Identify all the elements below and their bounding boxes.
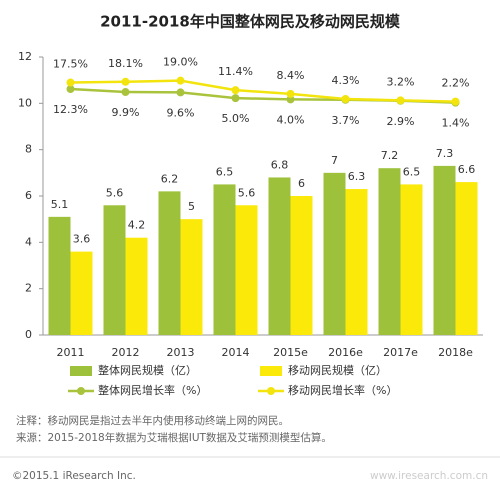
line-marker: [176, 88, 185, 97]
bar-value-label: 6: [298, 177, 305, 190]
bar: [323, 172, 346, 335]
line-marker: [121, 88, 130, 97]
line-marker: [341, 95, 350, 104]
line-marker: [121, 77, 130, 86]
note: 注释：移动网民是指过去半年内使用移动终端上网的网民。: [16, 414, 289, 427]
bar-value-label: 4.2: [128, 219, 146, 232]
x-tick-label: 2013: [167, 346, 195, 359]
line-marker: [66, 85, 75, 94]
line-value-label: 2.9%: [387, 115, 415, 128]
line-value-label: 12.3%: [53, 103, 88, 116]
bar: [213, 184, 236, 335]
legend-swatch: [267, 387, 275, 395]
line-marker: [176, 76, 185, 85]
bar: [433, 165, 456, 335]
bar: [70, 251, 93, 335]
line-value-label: 4.0%: [277, 113, 305, 126]
bar-value-label: 6.8: [271, 158, 289, 171]
line-value-label: 17.5%: [53, 58, 88, 71]
x-tick-label: 2014: [222, 346, 250, 359]
bar-value-label: 7.2: [381, 149, 399, 162]
watermark: www.iresearch.com.cn: [370, 470, 488, 482]
bar-value-label: 7.3: [436, 147, 454, 160]
legend-swatch: [70, 366, 92, 376]
legend-label: 移动网民规模（亿）: [288, 363, 387, 377]
line-value-label: 18.1%: [108, 57, 143, 70]
line-marker: [451, 97, 460, 106]
x-tick-label: 2016e: [328, 346, 363, 359]
x-tick-label: 2018e: [438, 346, 473, 359]
y-tick-label: 8: [25, 143, 32, 156]
copyright: ©2015.1 iResearch Inc.: [12, 470, 136, 482]
x-tick-label: 2012: [112, 346, 140, 359]
bar: [235, 205, 258, 335]
x-tick-label: 2015e: [273, 346, 308, 359]
line-value-label: 8.4%: [277, 69, 305, 82]
x-tick-label: 2011: [57, 346, 85, 359]
bar-value-label: 5.1: [51, 198, 69, 211]
bar: [290, 196, 313, 335]
line-marker: [231, 86, 240, 95]
y-tick-label: 10: [18, 96, 32, 109]
x-tick-label: 2017e: [383, 346, 418, 359]
y-tick-label: 4: [25, 235, 32, 248]
line-value-label: 1.4%: [442, 117, 470, 130]
bar: [400, 184, 423, 335]
bar: [268, 177, 291, 335]
y-tick-label: 6: [25, 189, 32, 202]
line: [70, 79, 456, 103]
bar: [48, 216, 71, 335]
line-value-label: 9.9%: [112, 106, 140, 119]
source: 来源：2015-2018年数据为艾瑞根据IUT数据及艾瑞预测模型估算。: [16, 431, 332, 444]
line-marker: [286, 95, 295, 104]
bar: [180, 219, 203, 335]
legend-swatch: [77, 387, 85, 395]
bar: [158, 191, 181, 335]
bar-value-label: 6.3: [348, 170, 366, 183]
bar-value-label: 5: [188, 200, 195, 213]
bar-value-label: 6.2: [161, 172, 179, 185]
line-marker: [231, 94, 240, 103]
bar-value-label: 6.5: [216, 165, 234, 178]
bar-value-label: 7: [331, 154, 338, 167]
line-value-label: 4.3%: [332, 74, 360, 87]
line-value-label: 3.7%: [332, 114, 360, 127]
bar: [378, 168, 401, 335]
bar: [455, 182, 478, 335]
y-tick-label: 12: [18, 50, 32, 63]
legend-label: 移动网民增长率（%）: [288, 383, 397, 397]
bar: [125, 237, 148, 335]
legend-label: 整体网民规模（亿）: [98, 363, 197, 377]
legend-label: 整体网民增长率（%）: [98, 383, 207, 397]
chart-title: 2011-2018年中国整体网民及移动网民规模: [100, 13, 401, 31]
line-marker: [66, 78, 75, 87]
line-marker: [396, 96, 405, 105]
bar-value-label: 5.6: [106, 186, 124, 199]
line-value-label: 5.0%: [222, 112, 250, 125]
bar: [103, 205, 126, 335]
bar-value-label: 6.6: [458, 163, 476, 176]
bar-value-label: 5.6: [238, 186, 256, 199]
line-value-label: 9.6%: [167, 106, 195, 119]
line-value-label: 19.0%: [163, 56, 198, 69]
bar: [345, 189, 368, 335]
bar-value-label: 3.6: [73, 233, 91, 246]
line-marker: [286, 89, 295, 98]
line-value-label: 2.2%: [442, 77, 470, 90]
legend-swatch: [260, 366, 282, 376]
line-value-label: 3.2%: [387, 75, 415, 88]
y-tick-label: 2: [25, 282, 32, 295]
y-tick-label: 0: [25, 328, 32, 341]
line-value-label: 11.4%: [218, 65, 253, 78]
bar-value-label: 6.5: [403, 165, 421, 178]
